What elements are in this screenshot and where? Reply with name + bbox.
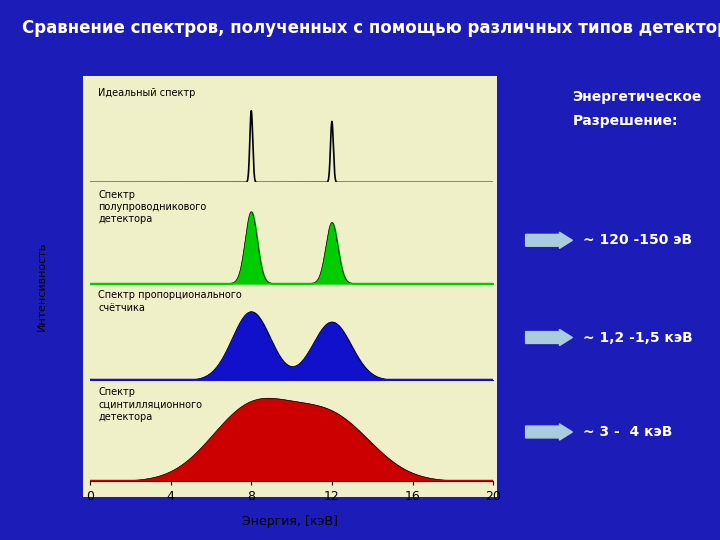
Text: ~ 1,2 -1,5 кэВ: ~ 1,2 -1,5 кэВ bbox=[583, 330, 693, 345]
Text: Разрешение:: Разрешение: bbox=[572, 114, 678, 129]
Text: Энергия, [кэВ]: Энергия, [кэВ] bbox=[242, 515, 338, 528]
Text: Идеальный спектр: Идеальный спектр bbox=[98, 89, 195, 98]
Text: Энергетическое: Энергетическое bbox=[572, 90, 702, 104]
Text: Спектр
полупроводникового
детектора: Спектр полупроводникового детектора bbox=[98, 190, 207, 224]
Text: Сравнение спектров, полученных с помощью различных типов детекторов: Сравнение спектров, полученных с помощью… bbox=[22, 19, 720, 37]
Text: Интенсивность: Интенсивность bbox=[37, 241, 46, 331]
Text: ~ 3 -  4 кэВ: ~ 3 - 4 кэВ bbox=[583, 425, 672, 439]
Text: ~ 120 -150 эВ: ~ 120 -150 эВ bbox=[583, 233, 693, 247]
Text: Спектр
сцинтилляционного
детектора: Спектр сцинтилляционного детектора bbox=[98, 388, 202, 422]
Text: Спектр пропорционального
счётчика: Спектр пропорционального счётчика bbox=[98, 291, 242, 313]
